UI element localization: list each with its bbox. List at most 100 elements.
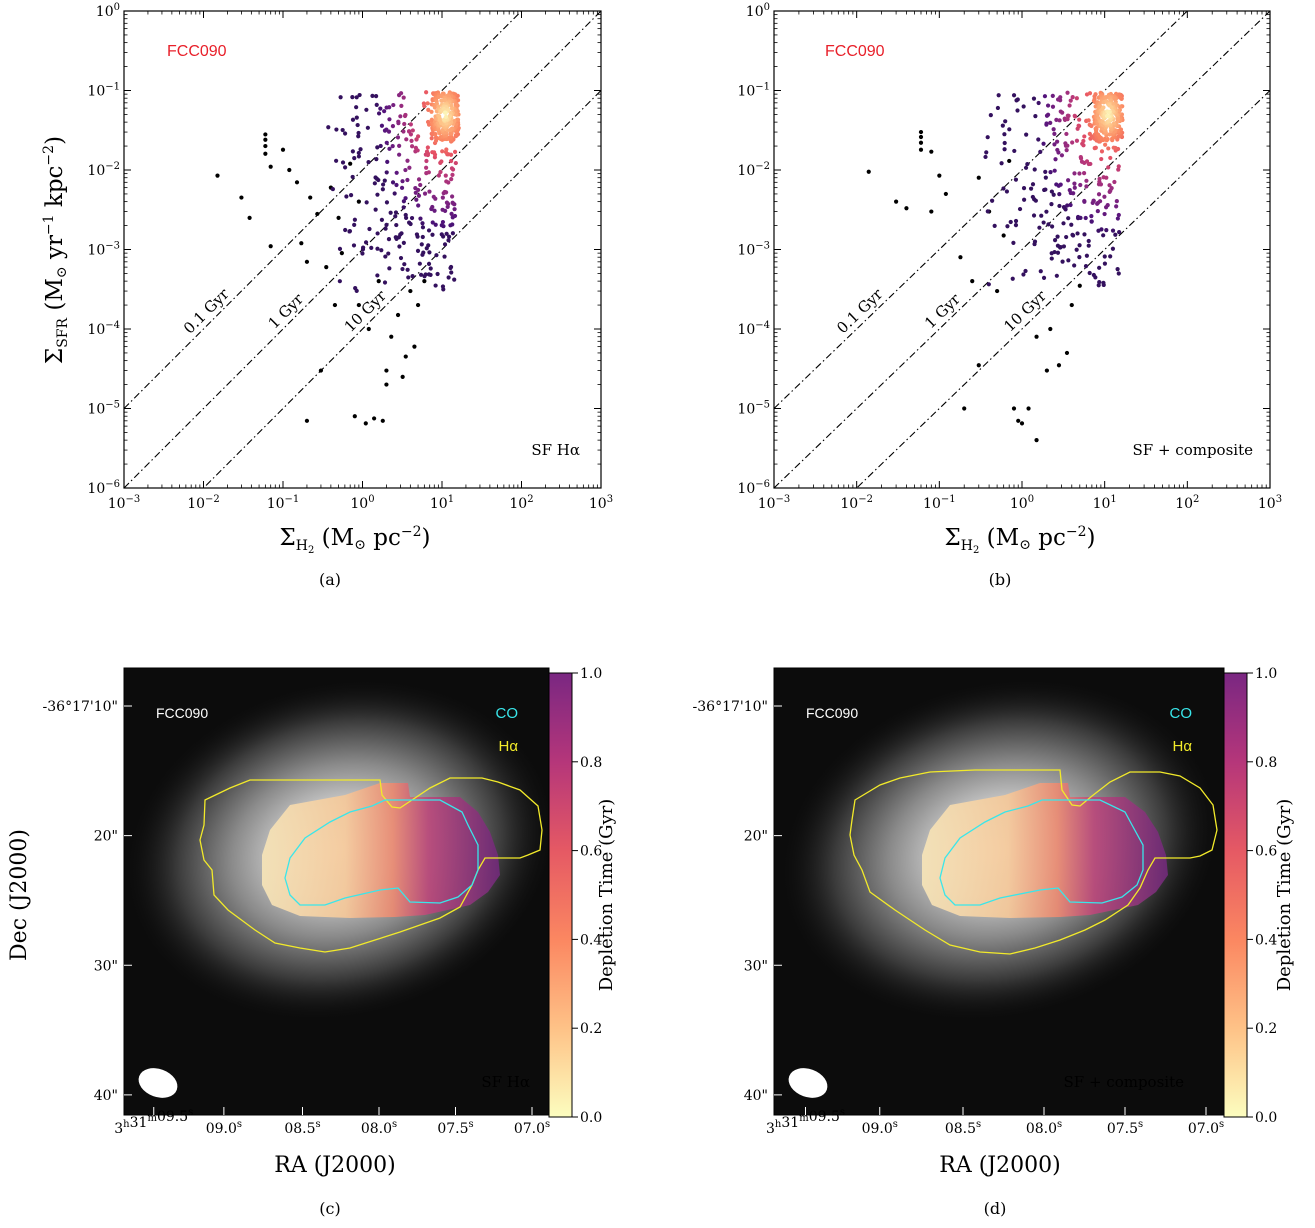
panel-c-xlabel: RA (J2000) — [274, 1153, 395, 1178]
data-point — [1057, 192, 1062, 197]
data-point — [1048, 326, 1053, 332]
data-point — [394, 182, 399, 188]
data-point — [350, 117, 356, 122]
data-point — [1086, 243, 1091, 248]
data-point — [420, 225, 426, 230]
data-point — [1086, 238, 1091, 244]
data-point — [1013, 223, 1019, 228]
data-point — [1011, 93, 1017, 98]
data-point — [1001, 233, 1006, 238]
data-point — [444, 231, 449, 236]
data-point — [416, 187, 421, 193]
data-point — [1058, 98, 1063, 103]
data-point — [433, 132, 438, 137]
data-point — [408, 122, 413, 127]
data-point — [1048, 120, 1053, 125]
data-point — [1002, 132, 1007, 137]
data-point — [1002, 147, 1007, 152]
data-point — [337, 279, 342, 284]
y-tick-label: 10−5 — [737, 400, 770, 418]
data-point — [1049, 189, 1054, 194]
data-point — [424, 165, 429, 170]
data-point — [448, 265, 453, 271]
data-point — [379, 217, 385, 222]
data-point — [1043, 169, 1048, 174]
data-point — [263, 143, 268, 149]
data-point — [390, 124, 396, 129]
data-point — [453, 160, 458, 166]
x-tick-label: 10−3 — [108, 494, 141, 512]
data-point — [372, 181, 377, 186]
data-point — [429, 136, 434, 141]
data-point — [420, 234, 425, 240]
data-point — [350, 174, 355, 180]
data-point — [1105, 137, 1110, 142]
data-point — [408, 221, 413, 227]
data-point — [1021, 272, 1026, 277]
data-point — [414, 232, 420, 237]
data-point — [386, 237, 392, 242]
data-point — [444, 200, 450, 205]
data-point — [1060, 259, 1065, 264]
data-point — [1110, 246, 1116, 251]
data-point — [394, 236, 399, 241]
panel-d-colorbar — [1223, 672, 1248, 1118]
depletion-line-label: 0.1 Gyr — [833, 285, 887, 338]
data-point — [1041, 141, 1046, 146]
data-point — [376, 279, 381, 284]
data-point — [937, 173, 942, 178]
data-point — [393, 210, 399, 215]
data-point — [416, 203, 421, 208]
data-point — [427, 189, 432, 194]
data-point — [348, 161, 353, 166]
panel-b-galaxy-label: FCC090 — [825, 43, 885, 60]
data-point — [1064, 131, 1069, 137]
data-point — [446, 234, 452, 239]
data-point — [393, 214, 398, 219]
data-point — [1007, 158, 1012, 164]
data-point — [390, 180, 396, 185]
data-point — [918, 140, 924, 145]
data-point — [426, 261, 432, 266]
data-point — [375, 231, 380, 236]
data-point — [1059, 153, 1065, 158]
data-point — [1054, 117, 1059, 122]
data-point — [419, 242, 424, 247]
colorbar-tick-label: 1.0 — [580, 666, 602, 682]
data-point — [383, 254, 388, 259]
data-point — [1084, 184, 1089, 189]
data-point — [402, 262, 407, 267]
y-tick-label: 30" — [94, 958, 118, 974]
data-point — [1034, 334, 1039, 339]
data-point — [378, 106, 383, 111]
data-point — [408, 132, 414, 137]
data-point — [943, 191, 948, 197]
colorbar-tick-label: 0.0 — [1255, 1110, 1277, 1126]
data-point — [384, 382, 389, 387]
panel-b: 10−3 10−2 10−1 100 101 102 103 10−6 10−5 10−4 10−3… — [737, 2, 1282, 589]
data-point — [389, 334, 394, 339]
data-point — [318, 368, 324, 373]
data-point — [398, 91, 404, 96]
panel-b-corner-label: SF + composite — [1133, 441, 1254, 459]
data-point — [412, 344, 417, 349]
data-point — [384, 170, 389, 175]
data-point — [423, 272, 428, 277]
x-tick-label: 07.0s — [1188, 1119, 1224, 1137]
data-point — [1113, 232, 1118, 237]
panel-c-colorbar-ticks: 0.0 0.2 0.4 0.6 0.8 1.0 — [572, 666, 602, 1126]
panel-c: FCC090 CO Hα SF Hα 0.0 0.2 0.4 0.6 0.8 1.0 De… — [7, 666, 617, 1218]
y-tick-label: 20" — [744, 829, 768, 845]
data-point — [1078, 182, 1083, 188]
data-point — [1116, 271, 1121, 276]
data-point — [1115, 267, 1120, 272]
data-point — [1106, 146, 1111, 151]
panel-b-ticks: 10−3 10−2 10−1 100 101 102 103 10−6 10−5 10−4 10−3… — [737, 2, 1282, 512]
data-point — [1052, 142, 1057, 147]
data-point — [338, 95, 343, 100]
data-point — [1103, 142, 1108, 147]
data-point — [424, 149, 430, 154]
data-point — [374, 102, 379, 107]
data-point — [1028, 186, 1034, 191]
data-point — [375, 273, 380, 278]
